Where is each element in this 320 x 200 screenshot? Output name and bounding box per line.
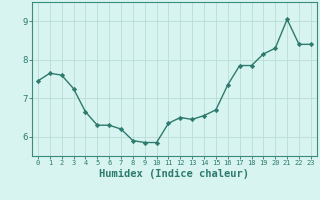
X-axis label: Humidex (Indice chaleur): Humidex (Indice chaleur) bbox=[100, 169, 249, 179]
